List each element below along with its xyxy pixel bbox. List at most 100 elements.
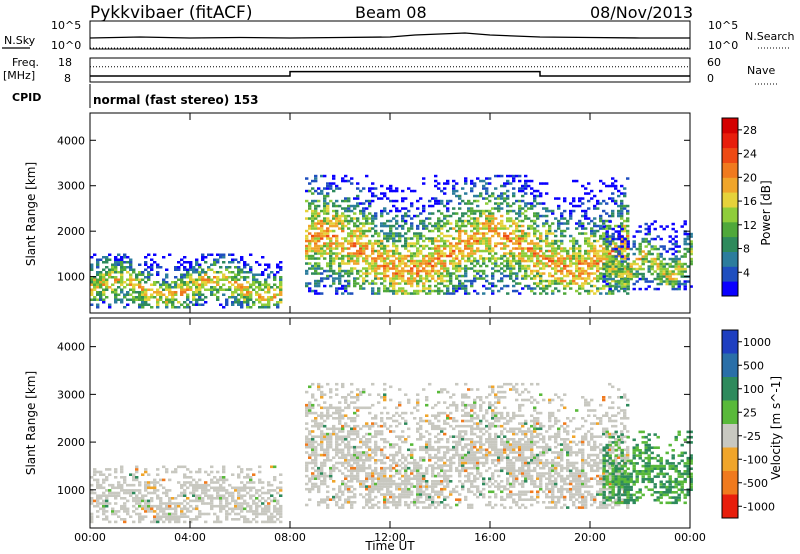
heatmap-cell xyxy=(383,279,387,283)
heatmap-cell xyxy=(518,189,522,193)
heatmap-cell xyxy=(398,401,402,404)
heatmap-cell xyxy=(243,483,247,487)
heatmap-cell xyxy=(371,474,375,478)
heatmap-cell xyxy=(581,197,585,200)
heatmap-cell xyxy=(575,289,579,293)
heatmap-cell xyxy=(273,288,277,291)
heatmap-cell xyxy=(344,422,348,425)
heatmap-cell xyxy=(566,252,570,255)
heatmap-cell xyxy=(171,502,175,505)
heatmap-cell xyxy=(398,224,402,228)
heatmap-cell xyxy=(350,182,354,185)
heatmap-cell xyxy=(311,192,315,195)
heatmap-cell xyxy=(581,267,585,270)
heatmap-cell xyxy=(401,435,405,438)
heatmap-cell xyxy=(605,235,609,238)
heatmap-cell xyxy=(201,293,205,296)
heatmap-cell xyxy=(470,222,474,225)
heatmap-cell xyxy=(279,507,283,511)
heatmap-cell xyxy=(413,272,417,275)
heatmap-cell xyxy=(545,214,549,218)
heatmap-cell xyxy=(614,242,618,245)
heatmap-cell xyxy=(584,214,588,218)
heatmap-cell xyxy=(117,494,121,497)
heatmap-cell xyxy=(219,256,223,259)
heatmap-cell xyxy=(647,270,651,273)
heatmap-cell xyxy=(234,512,238,516)
heatmap-cell xyxy=(123,510,127,513)
heatmap-cell xyxy=(329,249,333,253)
heatmap-cell xyxy=(320,174,324,178)
heatmap-cell xyxy=(410,485,414,488)
heatmap-cell xyxy=(341,456,345,459)
heatmap-cell xyxy=(596,259,600,263)
heatmap-cell xyxy=(644,257,648,261)
heatmap-cell xyxy=(533,194,537,198)
heatmap-cell xyxy=(341,269,345,273)
heatmap-cell xyxy=(174,497,178,500)
heatmap-cell xyxy=(428,279,432,283)
heatmap-cell xyxy=(455,274,459,278)
heatmap-cell xyxy=(551,249,555,253)
heatmap-cell xyxy=(467,259,471,263)
heatmap-cell xyxy=(335,272,339,275)
heatmap-cell xyxy=(395,207,399,210)
heatmap-cell xyxy=(506,239,510,243)
heatmap-cell xyxy=(195,470,199,474)
heatmap-cell xyxy=(662,227,666,231)
heatmap-cell xyxy=(392,274,396,278)
heatmap-cell xyxy=(332,222,336,225)
heatmap-cell xyxy=(455,264,459,268)
heatmap-cell xyxy=(219,483,223,487)
heatmap-cell xyxy=(162,512,166,516)
heatmap-cell xyxy=(659,252,663,256)
heatmap-cell xyxy=(144,499,148,503)
heatmap-cell xyxy=(332,417,336,420)
heatmap-cell xyxy=(261,271,265,274)
heatmap-cell xyxy=(383,493,387,496)
heatmap-cell xyxy=(569,247,573,250)
heatmap-cell xyxy=(267,296,271,299)
heatmap-cell xyxy=(171,303,175,306)
heatmap-cell xyxy=(305,272,309,275)
heatmap-cell xyxy=(243,293,247,296)
heatmap-cell xyxy=(192,271,196,274)
heatmap-cell xyxy=(461,224,465,228)
heatmap-cell xyxy=(353,217,357,220)
heatmap-cell xyxy=(455,247,459,250)
heatmap-cell xyxy=(270,271,274,274)
heatmap-cell xyxy=(240,291,244,294)
heatmap-cell xyxy=(614,199,618,203)
heatmap-cell xyxy=(183,499,187,503)
heatmap-cell xyxy=(335,461,339,465)
heatmap-cell xyxy=(264,278,268,281)
heatmap-cell xyxy=(512,242,516,245)
heatmap-cell xyxy=(599,272,603,275)
heatmap-cell xyxy=(662,257,666,261)
heatmap-cell xyxy=(129,489,133,492)
heatmap-cell xyxy=(410,204,414,208)
heatmap-cell xyxy=(566,254,570,258)
heatmap-cell xyxy=(494,264,498,268)
heatmap-cell xyxy=(557,222,561,225)
heatmap-cell xyxy=(512,202,516,205)
heatmap-cell xyxy=(527,249,531,253)
heatmap-cell xyxy=(255,281,259,284)
heatmap-cell xyxy=(578,204,582,208)
heatmap-cell xyxy=(560,269,564,273)
heatmap-cell xyxy=(243,499,247,503)
heatmap-cell xyxy=(96,486,100,490)
heatmap-cell xyxy=(195,483,199,487)
heatmap-cell xyxy=(338,262,342,265)
heatmap-cell xyxy=(323,464,327,467)
heatmap-cell xyxy=(545,244,549,248)
heatmap-cell xyxy=(581,224,585,228)
heatmap-cell xyxy=(593,232,597,235)
heatmap-cell xyxy=(416,252,420,255)
heatmap-cell xyxy=(204,273,208,276)
heatmap-cell xyxy=(180,283,184,286)
heatmap-cell xyxy=(329,498,333,501)
heatmap-cell xyxy=(614,179,618,183)
heatmap-cell xyxy=(90,512,94,516)
heatmap-cell xyxy=(545,207,549,210)
